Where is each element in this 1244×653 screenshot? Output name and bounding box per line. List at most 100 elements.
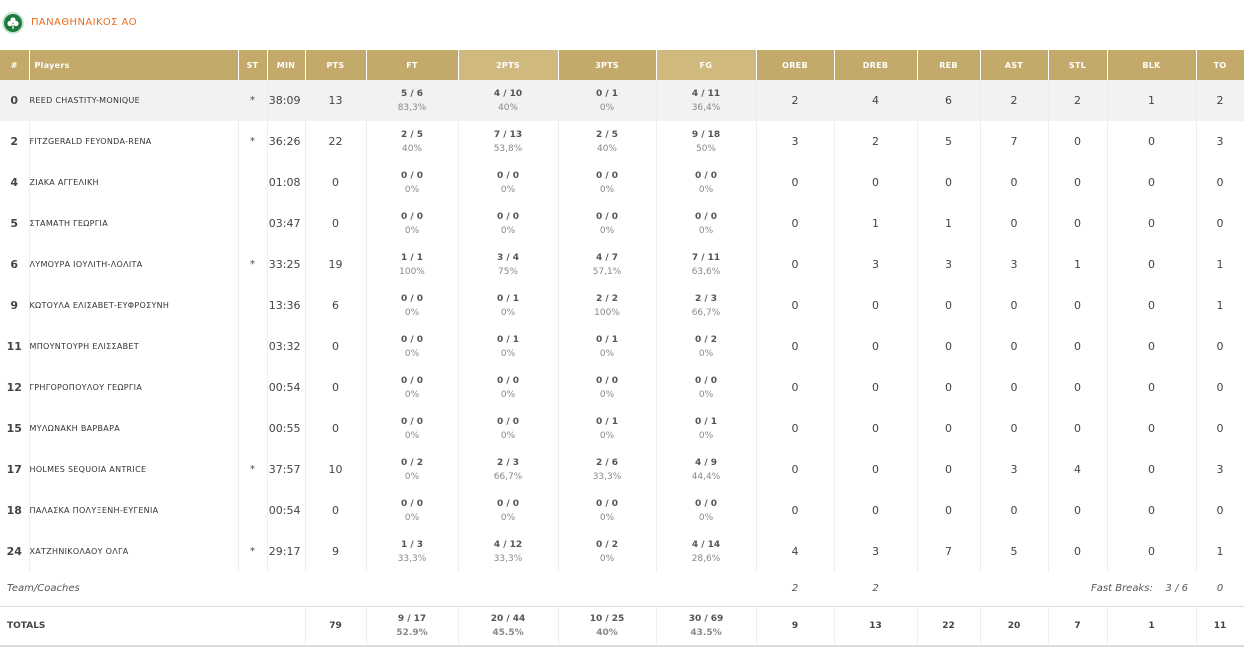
table-row[interactable]: 18 ΠΑΛΑΣΚΑ ΠΟΛΥΞΕΝΗ-ΕΥΓΕΝΙΑ 00:54 0 0 / 0 0% 0…	[0, 490, 1244, 531]
col-header-stl[interactable]: STL	[1048, 50, 1108, 80]
totals-dreb: 13	[834, 605, 918, 647]
fast-breaks-value: 3 / 6	[1165, 583, 1188, 595]
player-name-link[interactable]: ΠΑΛΑΣΚΑ ΠΟΛΥΞΕΝΗ-ΕΥΓΕΝΙΑ	[29, 490, 239, 531]
player-3pts-made: 0 / 0	[595, 211, 619, 222]
player-ft-pct: 0%	[404, 512, 420, 523]
player-to: 0	[1196, 326, 1244, 367]
player-2pts: 0 / 1 0%	[458, 326, 559, 367]
col-header-reb[interactable]: REB	[917, 50, 981, 80]
player-number: 5	[0, 203, 30, 244]
player-3pts-made: 0 / 0	[595, 375, 619, 386]
player-to: 1	[1196, 285, 1244, 326]
col-header-dreb[interactable]: DREB	[834, 50, 918, 80]
player-name-link[interactable]: FITZGERALD FEYONDA-RENA	[29, 121, 239, 162]
col-header-pts[interactable]: PTS	[305, 50, 367, 80]
player-ft-made: 0 / 0	[400, 416, 424, 427]
player-3pts-made: 2 / 6	[595, 457, 619, 468]
table-row[interactable]: 9 ΚΩΤΟΥΛΑ ΕΛΙΣΑΒΕΤ-ΕΥΦΡΟΣΥΝΗ 13:36 6 0 / 0 0%…	[0, 285, 1244, 326]
player-ft-pct: 33,3%	[397, 553, 427, 564]
player-name-link[interactable]: ΚΩΤΟΥΛΑ ΕΛΙΣΑΒΕΤ-ΕΥΦΡΟΣΥΝΗ	[29, 285, 239, 326]
player-name-link[interactable]: ΓΡΗΓΟΡΟΠΟΥΛΟΥ ΓΕΩΡΓΙΑ	[29, 367, 239, 408]
player-name-link[interactable]: ΖΙΑΚΑ ΑΓΓΕΛΙΚΗ	[29, 162, 239, 203]
player-ft-made: 0 / 0	[400, 375, 424, 386]
table-row[interactable]: 4 ΖΙΑΚΑ ΑΓΓΕΛΙΚΗ 01:08 0 0 / 0 0% 0 / 0 0% 0 / 0…	[0, 162, 1244, 203]
player-blk: 0	[1107, 326, 1197, 367]
player-name-link[interactable]: ΜΥΛΩΝΑΚΗ ΒΑΡΒΑΡΑ	[29, 408, 239, 449]
player-oreb: 3	[756, 121, 835, 162]
table-row[interactable]: 2 FITZGERALD FEYONDA-RENA * 36:26 22 2 / 5 40%…	[0, 121, 1244, 162]
player-name-link[interactable]: ΛΥΜΟΥΡΑ ΙΟΥΛΙΤΗ-ΛΟΛΙΤΑ	[29, 244, 239, 285]
team-name[interactable]: ΠΑΝΑΘΗΝΑΙΚΟΣ ΑΟ	[31, 17, 137, 28]
table-row[interactable]: 24 ΧΑΤΖΗΝΙΚΟΛΑΟΥ ΟΛΓΑ * 29:17 9 1 / 3 33,3% 4 /…	[0, 531, 1244, 572]
table-row[interactable]: 0 REED CHASTITY-MONIQUE * 38:09 13 5 / 6 83,3%…	[0, 80, 1244, 121]
player-fg: 4 / 9 44,4%	[656, 449, 757, 490]
table-row[interactable]: 17 HOLMES SEQUOIA ANTRICE * 37:57 10 0 / 2 0% 2…	[0, 449, 1244, 490]
player-fg: 0 / 1 0%	[656, 408, 757, 449]
player-reb: 5	[917, 121, 981, 162]
player-2pts-made: 0 / 0	[496, 170, 520, 181]
table-row[interactable]: 12 ΓΡΗΓΟΡΟΠΟΥΛΟΥ ΓΕΩΡΓΙΑ 00:54 0 0 / 0 0% 0 / …	[0, 367, 1244, 408]
player-blk: 0	[1107, 162, 1197, 203]
col-header-min[interactable]: MIN	[267, 50, 306, 80]
player-3pts-pct: 100%	[594, 307, 620, 318]
player-name-link[interactable]: REED CHASTITY-MONIQUE	[29, 80, 239, 121]
player-minutes: 00:54	[267, 490, 306, 531]
player-3pts: 2 / 2 100%	[558, 285, 657, 326]
player-fg-made: 7 / 11	[691, 252, 721, 263]
player-ast: 0	[980, 162, 1049, 203]
player-reb: 0	[917, 490, 981, 531]
player-3pts-pct: 0%	[599, 553, 615, 564]
player-name-link[interactable]: HOLMES SEQUOIA ANTRICE	[29, 449, 239, 490]
player-3pts-made: 2 / 2	[595, 293, 619, 304]
table-row[interactable]: 6 ΛΥΜΟΥΡΑ ΙΟΥΛΙΤΗ-ΛΟΛΙΤΑ * 33:25 19 1 / 1 100%…	[0, 244, 1244, 285]
table-row[interactable]: 15 ΜΥΛΩΝΑΚΗ ΒΑΡΒΑΡΑ 00:55 0 0 / 0 0% 0 / 0 0% 0 …	[0, 408, 1244, 449]
player-ast: 0	[980, 490, 1049, 531]
totals-blk: 1	[1107, 605, 1197, 647]
col-header-2pts[interactable]: 2PTS	[458, 50, 559, 80]
player-dreb: 0	[834, 367, 918, 408]
shamrock-club-logo-icon[interactable]	[2, 12, 24, 34]
table-row[interactable]: 11 ΜΠΟΥΝΤΟΥΡΗ ΕΛΙΣΣΑΒΕΤ 03:32 0 0 / 0 0% 0 / 1…	[0, 326, 1244, 367]
player-fg-pct: 66,7%	[691, 307, 721, 318]
player-3pts-pct: 0%	[599, 225, 615, 236]
player-fg-pct: 63,6%	[691, 266, 721, 277]
player-2pts: 4 / 10 40%	[458, 80, 559, 121]
totals-ft-made: 9 / 17	[397, 613, 427, 624]
player-ft-pct: 0%	[404, 389, 420, 400]
player-ft-pct: 0%	[404, 348, 420, 359]
player-blk: 1	[1107, 80, 1197, 121]
player-ft-pct: 0%	[404, 225, 420, 236]
player-reb: 0	[917, 326, 981, 367]
player-2pts: 0 / 0 0%	[458, 408, 559, 449]
col-header-st[interactable]: ST	[238, 50, 268, 80]
player-2pts: 7 / 13 53,8%	[458, 121, 559, 162]
player-2pts-made: 3 / 4	[496, 252, 520, 263]
player-dreb: 4	[834, 80, 918, 121]
player-reb: 1	[917, 203, 981, 244]
col-header-players[interactable]: Players	[29, 50, 239, 80]
player-2pts-pct: 75%	[497, 266, 518, 277]
col-header-to[interactable]: TO	[1196, 50, 1244, 80]
table-row[interactable]: 5 ΣΤΑΜΑΤΗ ΓΕΩΡΓΙΑ 03:47 0 0 / 0 0% 0 / 0 0% 0 / …	[0, 203, 1244, 244]
player-number: 0	[0, 80, 30, 121]
player-name-link[interactable]: ΣΤΑΜΑΤΗ ΓΕΩΡΓΙΑ	[29, 203, 239, 244]
player-ft-pct: 83,3%	[397, 102, 427, 113]
player-stl: 0	[1048, 408, 1108, 449]
col-header-ast[interactable]: AST	[980, 50, 1049, 80]
player-name-link[interactable]: ΜΠΟΥΝΤΟΥΡΗ ΕΛΙΣΣΑΒΕΤ	[29, 326, 239, 367]
totals-stl: 7	[1048, 605, 1108, 647]
player-blk: 0	[1107, 408, 1197, 449]
col-header-number[interactable]: #	[0, 50, 30, 80]
col-header-3pts[interactable]: 3PTS	[558, 50, 657, 80]
col-header-oreb[interactable]: OREB	[756, 50, 835, 80]
player-ast: 0	[980, 326, 1049, 367]
col-header-blk[interactable]: BLK	[1107, 50, 1197, 80]
player-name-link[interactable]: ΧΑΤΖΗΝΙΚΟΛΑΟΥ ΟΛΓΑ	[29, 531, 239, 572]
player-fg-made: 4 / 11	[691, 88, 721, 99]
player-ft: 5 / 6 83,3%	[366, 80, 459, 121]
col-header-ft[interactable]: FT	[366, 50, 459, 80]
team-dreb: 2	[872, 583, 879, 595]
col-header-fg[interactable]: FG	[656, 50, 757, 80]
totals-pts: 79	[305, 605, 367, 647]
player-3pts-made: 4 / 7	[595, 252, 619, 263]
